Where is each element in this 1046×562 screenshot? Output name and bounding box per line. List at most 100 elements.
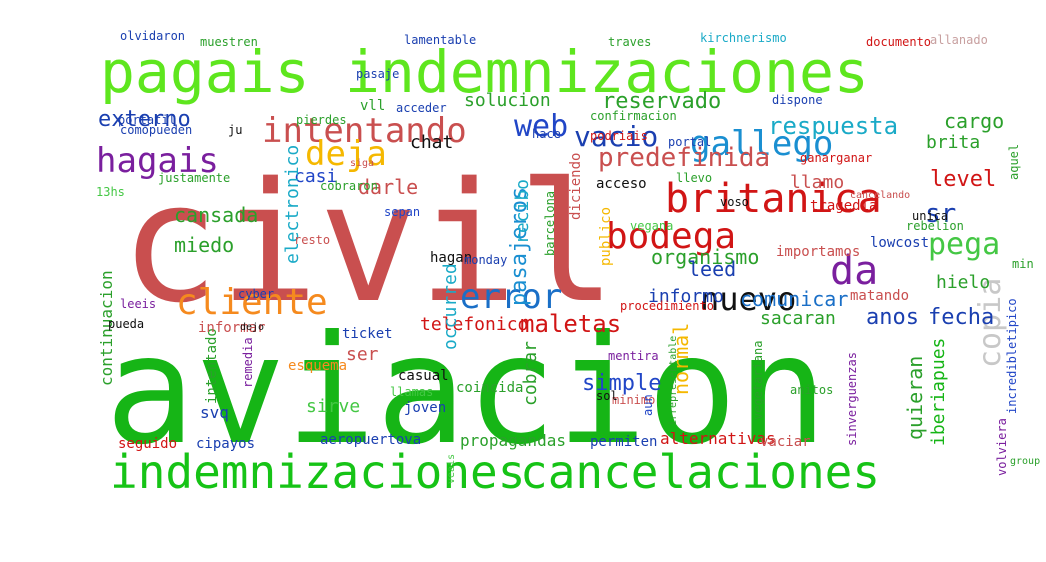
word-hace-113: hace xyxy=(532,127,561,141)
word-svq-57: svq xyxy=(200,403,229,422)
word-fecha-31: fecha xyxy=(928,305,994,330)
word-publico-80: publico xyxy=(598,207,614,266)
word-tragedia-84: tragedia xyxy=(810,198,877,214)
word-kirchnerismo-103: kirchnerismo xyxy=(700,31,787,45)
word-llamo-46: llamo xyxy=(790,172,844,193)
word-recibo-52: recibo xyxy=(512,179,533,244)
word-olvidaron-99: olvidaron xyxy=(120,29,185,43)
word-alternativas-58: alternativas xyxy=(660,429,776,448)
word-web-12: web xyxy=(514,109,568,144)
word-solucion-35: solucion xyxy=(464,90,551,111)
word-cobrar-55: cobrar xyxy=(520,341,541,406)
word-level-27: level xyxy=(930,167,996,192)
word-lowcost-88: lowcost xyxy=(870,235,929,251)
word-darle-40: darle xyxy=(358,175,418,199)
word-sacaran-48: sacaran xyxy=(760,308,836,329)
word-electronico-50: electronico xyxy=(282,145,303,264)
word-seguido-61: seguido xyxy=(118,436,177,452)
word-sol-97: sol xyxy=(596,389,618,403)
word-joven-65: joven xyxy=(404,400,446,416)
word-cipayos-62: cipayos xyxy=(196,436,255,452)
word-hielo-45: hielo xyxy=(936,272,990,293)
word-telefonico-47: telefonico xyxy=(420,314,528,335)
word-cancelaciones-5: cancelaciones xyxy=(520,445,880,499)
word-confirmacion-116: confirmacion xyxy=(590,109,677,123)
word-chat-36: chat xyxy=(410,132,453,153)
word-aeropuertova-60: aeropuertova xyxy=(320,432,421,448)
word-sr-18: sr xyxy=(925,199,956,229)
word-miedo-42: miedo xyxy=(174,233,234,257)
word-leeis-73: leeis xyxy=(120,297,156,311)
word-nuevo-21: nuevo xyxy=(700,280,796,318)
word-simple-28: simple xyxy=(582,371,661,396)
word-coincida-67: coincida xyxy=(456,380,523,396)
word-continuacion-56: continuacion xyxy=(97,270,116,386)
word-aviacion-1: aviacion xyxy=(105,304,827,478)
word-sinverguenzas-93: sinverguenzas xyxy=(845,352,859,446)
word-reservado-14: reservado xyxy=(602,89,721,114)
word-veais-133: veais xyxy=(446,454,457,484)
word-pierdes-109: pierdes xyxy=(296,113,347,127)
word-documento-104: documento xyxy=(866,35,931,49)
word-casual-66: casual xyxy=(398,368,449,384)
word-comopueden-122: comopueden xyxy=(120,123,192,137)
word-group-134: group xyxy=(1010,456,1040,467)
word-cliente-19: cliente xyxy=(176,282,328,323)
word-indemnizaciones-4: indemnizaciones xyxy=(110,445,525,499)
word-da-16: da xyxy=(830,248,878,294)
word-pasajeros-24: pasajeros xyxy=(507,187,532,306)
word-propagandas-59: propagandas xyxy=(460,431,566,450)
word-vegana-81: vegana xyxy=(630,219,673,233)
word-min-129: min xyxy=(1012,257,1034,271)
word-comunicar-44: comunicar xyxy=(740,287,848,311)
word-acceder-111: acceder xyxy=(396,101,447,115)
word-acceso-79: acceso xyxy=(596,176,647,192)
word-normal-29: normal xyxy=(669,323,693,395)
word-mentira-98: mentira xyxy=(608,349,659,363)
word-cobraron-121: cobraron xyxy=(320,179,378,193)
word-minimo-96: minimo xyxy=(612,393,655,407)
word-lamentable-101: lamentable xyxy=(404,33,476,47)
word-cansada-41: cansada xyxy=(174,203,258,227)
word-ser-53: ser xyxy=(346,344,379,365)
word-irrepresentable-132: irrepresentable xyxy=(668,336,679,426)
word-hagais-11: hagais xyxy=(96,141,219,181)
word-copia-22: copia xyxy=(973,278,1008,368)
word-informar-71: informar xyxy=(198,320,265,336)
word-remedia-126: remedia xyxy=(241,337,255,388)
word-quieran-32: quieran xyxy=(903,356,927,440)
word-cargo-37: cargo xyxy=(944,109,1004,133)
word-intentado-69: intentado xyxy=(204,328,220,404)
word-vaciar-64: vaciar xyxy=(760,434,811,450)
word-13hs-124: 13hs xyxy=(96,185,125,199)
word-dejo-130: dejo xyxy=(240,322,264,333)
word-justamente-120: justamente xyxy=(158,171,230,185)
word-resto-75: resto xyxy=(294,233,330,247)
word-allanado-105: allanado xyxy=(930,33,988,47)
word-civil: civil xyxy=(120,147,617,339)
word-portatil-110: portatil xyxy=(118,113,176,127)
word-vll-107: vll xyxy=(360,98,385,114)
word-bodega-15: bodega xyxy=(606,216,736,257)
word-deja-10: deja xyxy=(305,134,387,174)
word-cyber-74: cyber xyxy=(238,287,274,301)
word-britanica-6: britanica xyxy=(665,176,882,222)
word-maletas-25: maletas xyxy=(520,310,621,338)
word-ganarganar-117: ganarganar xyxy=(800,151,872,165)
word-permiten-63: permiten xyxy=(590,434,657,450)
word-externo-34: externo xyxy=(98,107,191,132)
word-volviera-92: volviera xyxy=(995,418,1009,476)
word-indemnizaciones-3: indemnizaciones xyxy=(345,38,869,106)
word-gallego-8: gallego xyxy=(690,124,833,164)
word-barcelona-83: barcelona xyxy=(543,191,557,256)
word-predefinida-23: predefinida xyxy=(598,143,770,173)
word-vegetariana-94: vegetariana xyxy=(751,341,765,420)
word-sepan-76: sepan xyxy=(384,205,420,219)
word-traves-102: traves xyxy=(608,35,651,49)
word-error-20: error xyxy=(460,277,562,317)
word-dispone-112: dispone xyxy=(772,93,823,107)
word-occurred-51: occurred xyxy=(440,263,461,350)
word-procedimiento-90: procedimiento xyxy=(620,299,714,313)
word-anos-30: anos xyxy=(866,305,919,330)
